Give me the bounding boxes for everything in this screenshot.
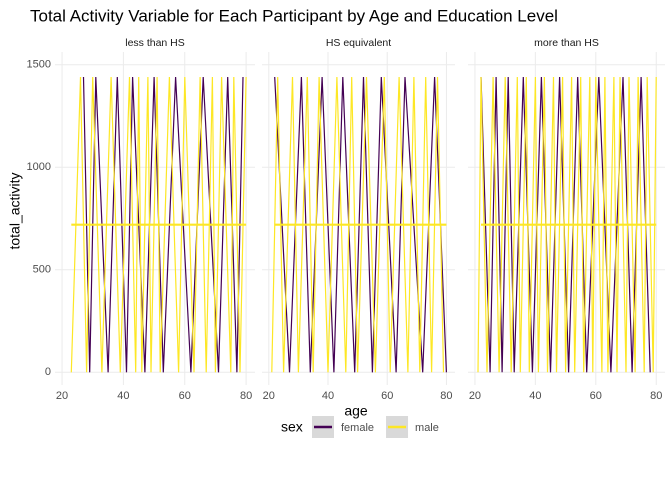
y-tick-label: 1500 <box>27 59 51 71</box>
x-tick-label: 60 <box>179 390 191 402</box>
data-line <box>271 76 445 373</box>
x-tick-label: 20 <box>469 390 481 402</box>
facet-title: less than HS <box>125 37 185 49</box>
legend-label[interactable]: male <box>415 422 439 434</box>
y-tick-label: 0 <box>45 366 51 378</box>
x-tick-label: 40 <box>322 390 334 402</box>
x-tick-label: 60 <box>381 390 393 402</box>
x-tick-label: 60 <box>590 390 602 402</box>
legend-title: sex <box>281 419 303 435</box>
x-tick-label: 40 <box>529 390 541 402</box>
x-tick-label: 20 <box>263 390 275 402</box>
x-tick-label: 40 <box>117 390 129 402</box>
chart-title: Total Activity Variable for Each Partici… <box>30 6 558 25</box>
x-tick-label: 80 <box>440 390 452 402</box>
data-line <box>82 76 244 373</box>
x-tick-label: 20 <box>56 390 68 402</box>
y-axis-title: total_activity <box>7 172 23 249</box>
facet-title: more than HS <box>534 37 599 49</box>
x-tick-label: 80 <box>650 390 662 402</box>
legend-label[interactable]: female <box>341 422 374 434</box>
facet-title: HS equivalent <box>326 37 391 49</box>
y-tick-label: 500 <box>33 264 51 276</box>
x-axis-title: age <box>344 403 368 419</box>
y-tick-label: 1000 <box>27 161 51 173</box>
x-tick-label: 80 <box>240 390 252 402</box>
